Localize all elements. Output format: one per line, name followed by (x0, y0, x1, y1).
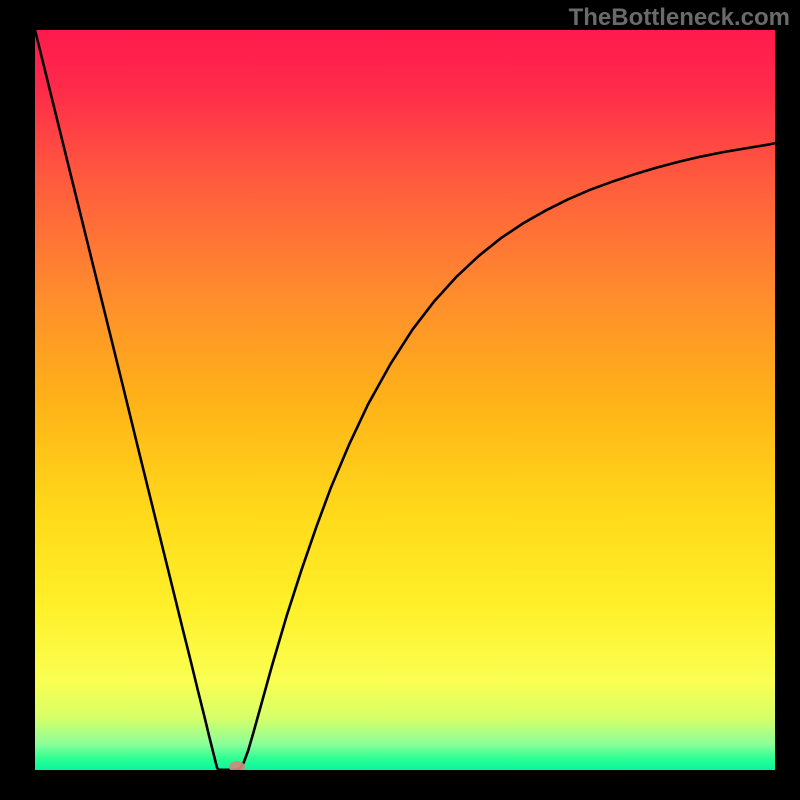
watermark-label: TheBottleneck.com (569, 4, 790, 32)
plot-svg (35, 30, 775, 770)
chart-root: TheBottleneck.com (0, 0, 800, 800)
gradient-background (35, 30, 775, 770)
plot-area (35, 30, 775, 770)
